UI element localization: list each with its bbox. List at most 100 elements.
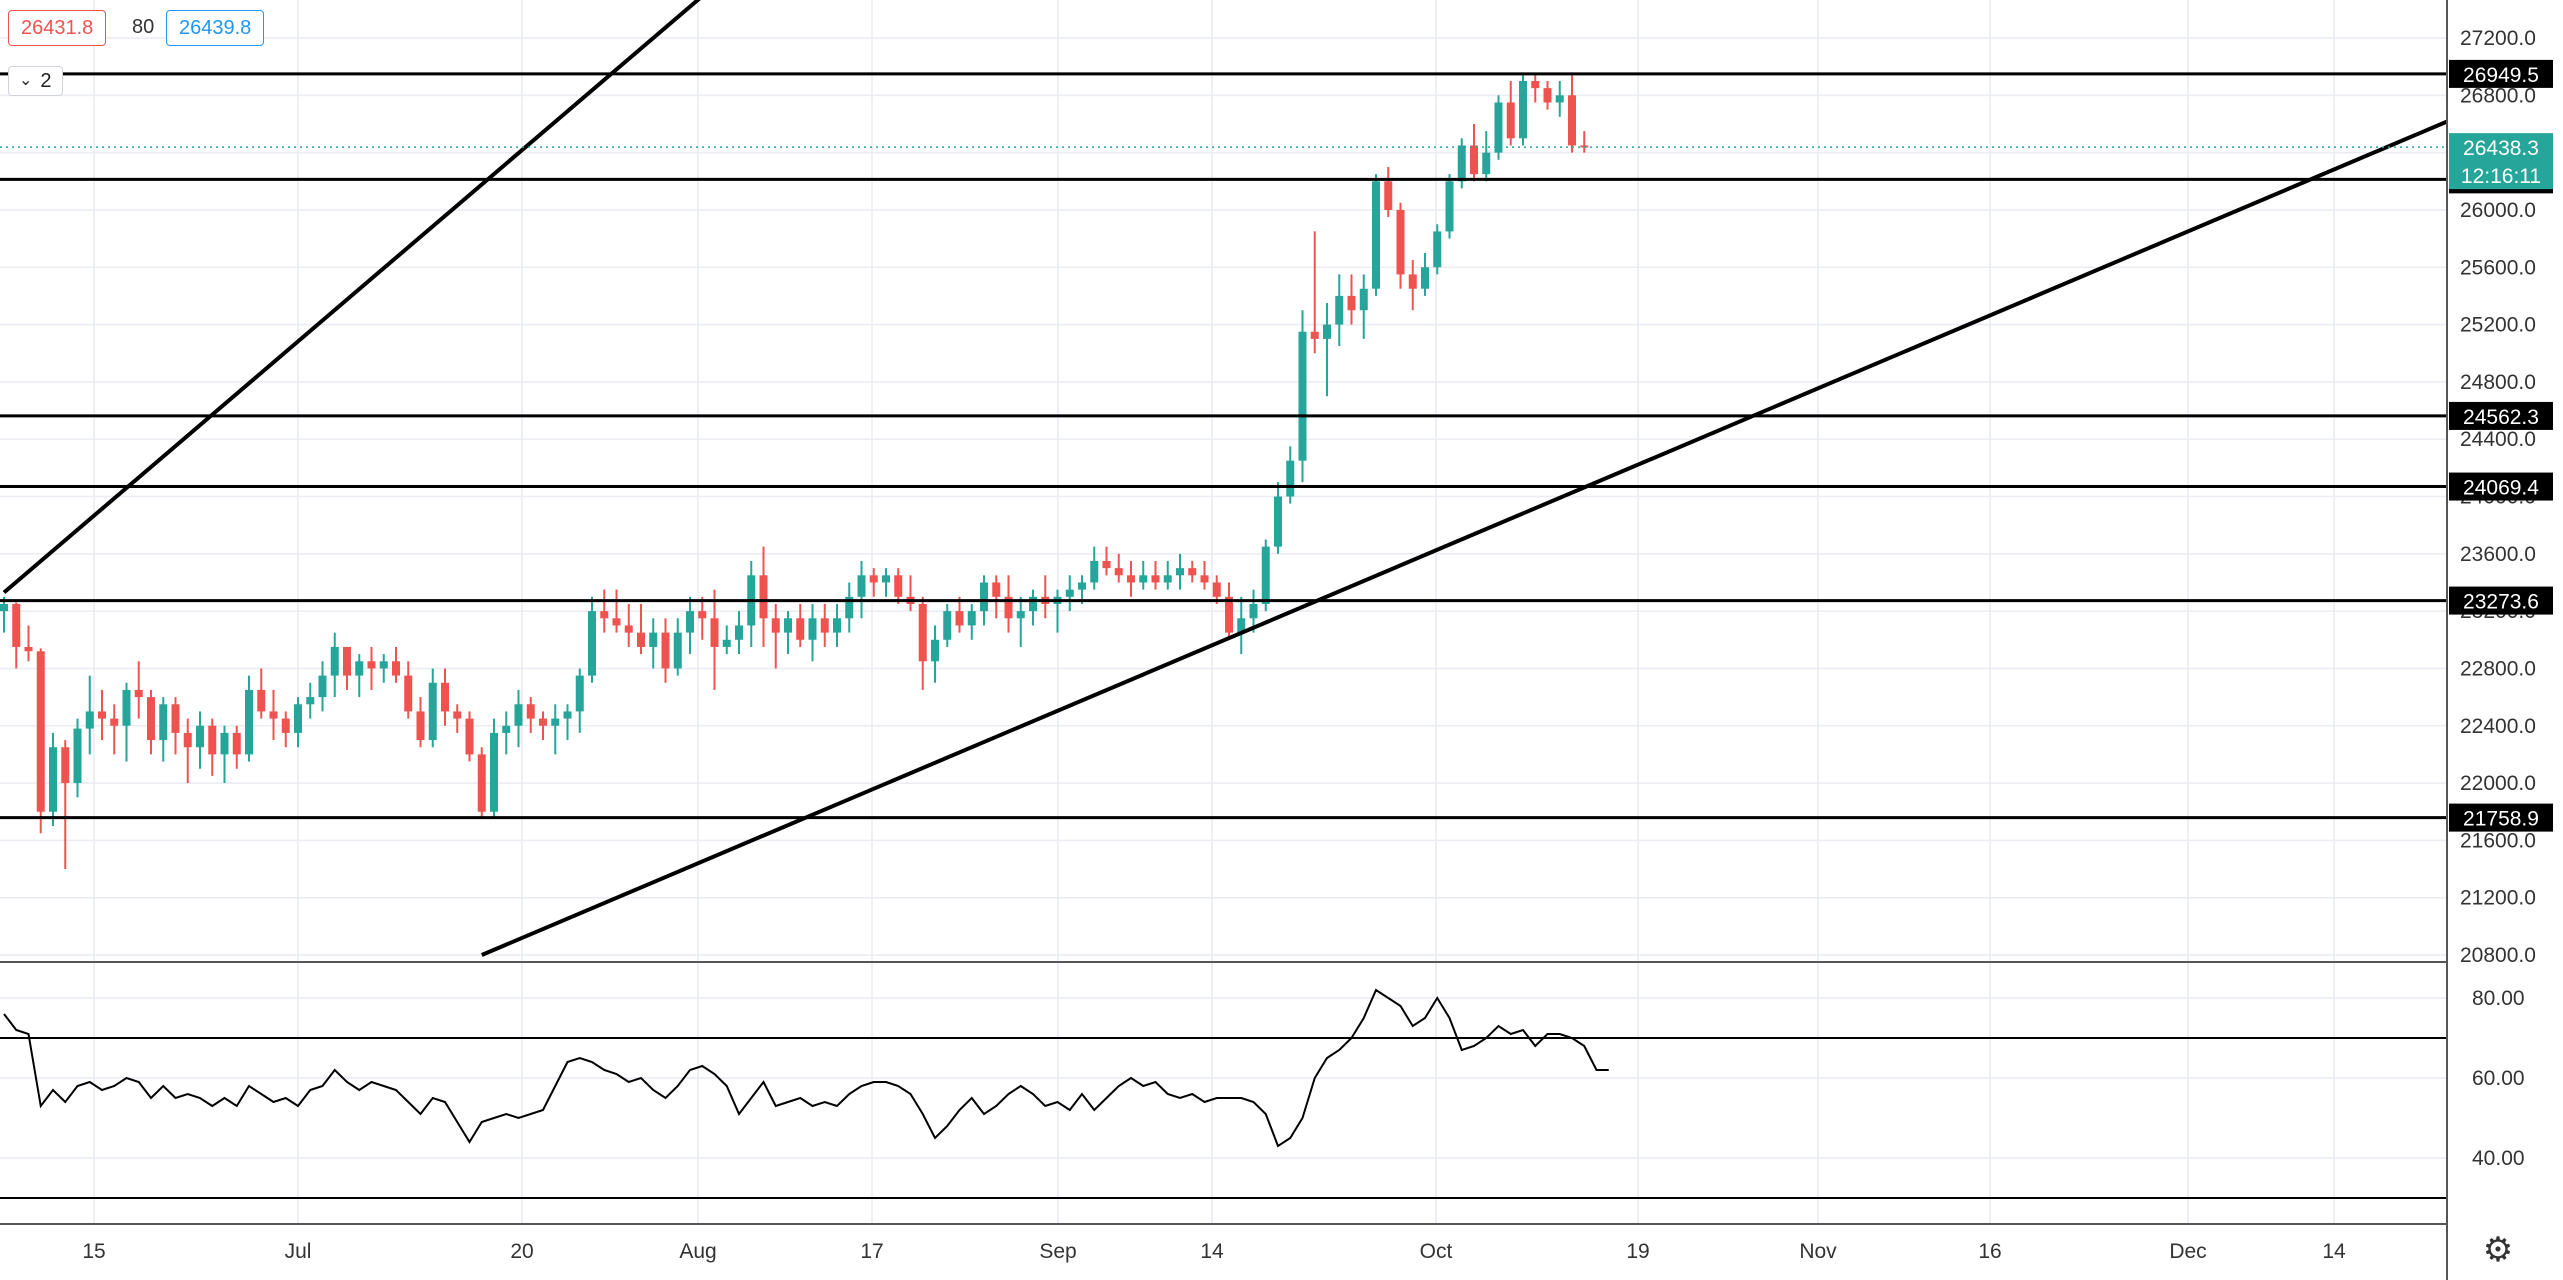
level-label-text: 21758.9: [2463, 808, 2539, 831]
bid-price[interactable]: 26431.8: [8, 10, 107, 46]
candle-body: [24, 646, 33, 652]
time-axis-label: 14: [2322, 1240, 2346, 1263]
candle-body: [73, 728, 82, 784]
current-price-label: 26438.3: [2463, 137, 2539, 160]
candle-body: [955, 611, 964, 626]
candle-body: [318, 675, 327, 698]
candle-body: [735, 625, 743, 640]
candle-body: [1384, 181, 1393, 210]
candle-body: [1568, 95, 1576, 146]
current-price-label-box: [2449, 133, 2553, 190]
price-tick-label: 25200.0: [2460, 314, 2536, 337]
countdown-label: 12:16:11: [2461, 165, 2541, 188]
time-axis-label: 14: [1200, 1240, 1224, 1263]
ask-price[interactable]: 26439.8: [166, 10, 265, 46]
candle-body: [477, 754, 486, 812]
candle-body: [36, 651, 45, 812]
candle-body: [147, 697, 155, 741]
candle-body: [1335, 295, 1344, 325]
osc-tick-label: 80.00: [2472, 987, 2525, 1010]
candle-body: [1359, 288, 1368, 311]
candle-body: [1421, 267, 1429, 289]
candle-body: [441, 682, 449, 712]
candle-body: [1127, 575, 1135, 583]
price-tick-label: 27200.0: [2460, 27, 2536, 50]
candle-body: [1237, 618, 1246, 633]
candle-body: [1482, 152, 1491, 175]
candle-body: [1274, 496, 1282, 547]
candle-body: [686, 611, 694, 633]
candle-body: [1506, 102, 1515, 139]
time-axis-label: 19: [1626, 1240, 1649, 1263]
candle-body: [294, 704, 302, 733]
price-tick-label: 24800.0: [2460, 371, 2536, 394]
candle-body: [514, 704, 523, 726]
candle-body: [1090, 560, 1099, 583]
candle-body: [1004, 596, 1013, 619]
level-label-text: 26949.5: [2463, 64, 2539, 87]
candle-body: [85, 711, 94, 729]
candle-body: [1323, 324, 1331, 339]
candle-body: [232, 732, 241, 755]
candle-body: [404, 675, 413, 712]
time-axis-label: 16: [1978, 1240, 2001, 1263]
time-axis-label: Dec: [2169, 1240, 2206, 1263]
candle-body: [49, 747, 57, 812]
candle-body: [1531, 80, 1540, 89]
candle-body: [808, 618, 817, 640]
candle-body: [857, 575, 866, 597]
gear-icon[interactable]: ⚙: [2482, 1231, 2514, 1269]
candle-body: [575, 675, 584, 712]
level-label-box: [2449, 586, 2553, 615]
candle-body: [1114, 568, 1123, 576]
candle-body: [710, 618, 719, 647]
time-axis-label: Aug: [679, 1240, 716, 1263]
candle-body: [563, 711, 572, 719]
candle-body: [502, 725, 511, 733]
candle-body: [122, 689, 131, 726]
candle-body: [845, 596, 854, 619]
candle-body: [649, 632, 658, 647]
candle-body: [967, 611, 976, 626]
price-tick-label: 21200.0: [2460, 887, 2536, 910]
price-tick-label: 25600.0: [2460, 256, 2536, 279]
candle-body: [588, 611, 596, 676]
candle-body: [796, 618, 805, 640]
horizontal-levels[interactable]: [0, 72, 2447, 820]
candle-body: [526, 704, 535, 719]
candle-body: [1433, 231, 1442, 268]
candle-body: [918, 603, 927, 662]
candle-body: [1347, 295, 1356, 311]
candle-body: [1286, 460, 1295, 497]
candle-body: [722, 639, 731, 647]
trendlines[interactable]: [2, 0, 2563, 957]
candle-body: [1163, 575, 1172, 583]
candle-body: [343, 646, 351, 676]
price-tick-label: 24400.0: [2460, 428, 2536, 451]
candle-body: [257, 689, 266, 712]
candle-body: [1065, 589, 1074, 597]
candle-body: [1543, 88, 1552, 103]
candle-body: [539, 718, 547, 726]
time-axis-label: 15: [82, 1240, 105, 1263]
indicators-toggle-button[interactable]: ⌄ 2: [8, 66, 63, 96]
candle-body: [992, 582, 1001, 597]
candle-body: [1249, 603, 1258, 619]
candle-body: [1408, 274, 1417, 289]
spread-value: 80: [132, 16, 155, 38]
time-axis-label: 20: [510, 1240, 533, 1263]
candle-body: [1225, 596, 1233, 633]
candle-body: [1261, 546, 1270, 604]
candle-body: [833, 618, 841, 633]
candle-body: [208, 725, 217, 755]
candle-body: [1188, 568, 1197, 576]
candle-body: [220, 732, 229, 755]
candle-body: [661, 632, 670, 669]
trendline: [480, 119, 2447, 957]
candle-body: [12, 603, 21, 647]
time-axis-label: Jul: [285, 1240, 312, 1263]
candle-body: [1555, 95, 1564, 103]
level-label-box: [2449, 803, 2553, 832]
candle-body: [1151, 575, 1160, 583]
